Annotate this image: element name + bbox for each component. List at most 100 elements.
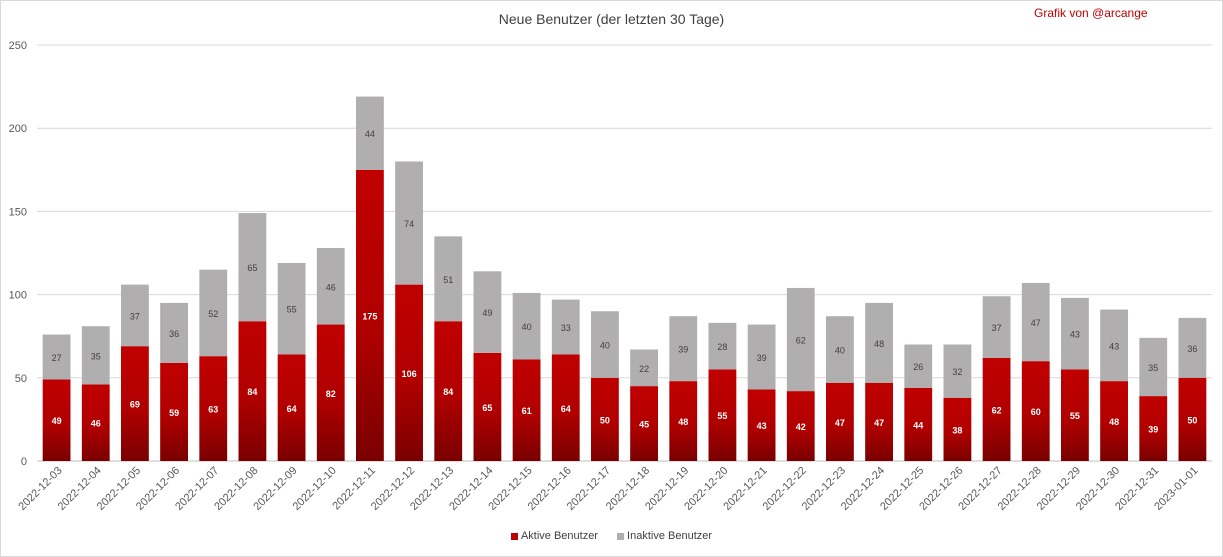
data-label-inactive: 28 [717, 342, 727, 352]
data-label-active: 61 [522, 406, 532, 416]
bar-active [42, 379, 71, 461]
bar-active [747, 389, 776, 461]
data-label-active: 175 [362, 311, 377, 321]
data-label-active: 62 [992, 405, 1002, 415]
bar-inactive [81, 326, 110, 385]
data-label-inactive: 35 [91, 351, 101, 361]
bar-active [865, 382, 893, 461]
bar-inactive [160, 302, 188, 363]
data-label-active: 50 [600, 415, 610, 425]
bar-inactive [121, 284, 149, 347]
data-label-active: 82 [326, 389, 336, 399]
bar-inactive [904, 344, 933, 388]
data-label-inactive: 47 [1031, 318, 1041, 328]
bar-inactive [747, 324, 776, 390]
legend-swatch-active [510, 532, 518, 540]
bar-inactive [826, 316, 854, 383]
y-axis: 0 50 100 150 200 250 [9, 40, 27, 468]
bar-active [630, 386, 658, 461]
data-label-active: 48 [678, 417, 688, 427]
data-label-active: 45 [639, 420, 649, 430]
y-tick-label: 150 [9, 206, 27, 218]
data-label-inactive: 49 [482, 308, 492, 318]
bar-inactive [591, 311, 619, 378]
bar-active [943, 397, 972, 461]
bar-active [473, 352, 502, 461]
data-label-active: 46 [91, 419, 101, 429]
data-label-inactive: 44 [365, 129, 375, 139]
y-tick-label: 0 [21, 456, 27, 468]
bar-inactive [669, 316, 698, 382]
bar-inactive [395, 161, 423, 285]
data-label-inactive: 46 [326, 282, 336, 292]
data-label-inactive: 65 [247, 263, 257, 273]
data-label-inactive: 35 [1148, 363, 1158, 373]
data-label-inactive: 39 [757, 353, 767, 363]
bar-active [121, 346, 149, 461]
bar-active [277, 354, 306, 461]
data-label-active: 48 [1109, 417, 1119, 427]
legend: Aktive Benutzer Inaktive Benutzer [0, 530, 1223, 542]
data-label-active: 65 [482, 403, 492, 413]
data-label-active: 84 [443, 387, 453, 397]
bar-active [316, 324, 345, 461]
credit-label: Grafik von @arcange [1034, 6, 1148, 20]
y-tick-label: 100 [9, 290, 27, 302]
data-label-inactive: 52 [208, 309, 218, 319]
data-label-inactive: 74 [404, 219, 414, 229]
data-label-active: 43 [757, 421, 767, 431]
bar-inactive [1139, 337, 1168, 397]
y-tick-label: 50 [15, 373, 27, 385]
bars: 49 27 46 35 69 37 59 36 63 52 84 65 64 55 82 46 175 44 106… [42, 96, 1207, 462]
bar-active [434, 321, 463, 461]
data-label-inactive: 22 [639, 364, 649, 374]
data-label-active: 60 [1031, 407, 1041, 417]
data-label-inactive: 33 [561, 323, 571, 333]
bar-active [826, 382, 854, 461]
bar-active [669, 381, 698, 461]
bar-active [238, 321, 267, 461]
bar-active [1139, 396, 1168, 461]
bar-inactive [551, 299, 580, 355]
bar-inactive [356, 96, 384, 170]
data-label-active: 42 [796, 422, 806, 432]
legend-swatch-inactive [617, 532, 625, 540]
bar-inactive [708, 322, 737, 370]
y-tick-label: 200 [9, 123, 27, 135]
bar-active [551, 354, 580, 461]
legend-item-active: Aktive Benutzer [510, 530, 598, 542]
data-label-active: 39 [1148, 425, 1158, 435]
data-label-inactive: 51 [443, 275, 453, 285]
data-label-inactive: 37 [130, 311, 140, 321]
bar-active [982, 357, 1011, 461]
bar-active [1061, 369, 1089, 461]
data-label-active: 47 [835, 418, 845, 428]
bar-active [160, 362, 188, 461]
data-label-inactive: 27 [52, 353, 62, 363]
bar-inactive [434, 236, 463, 322]
bar-active [904, 387, 933, 461]
data-label-active: 106 [402, 369, 417, 379]
data-label-inactive: 37 [992, 323, 1002, 333]
data-label-active: 44 [913, 420, 923, 430]
bar-inactive [630, 349, 658, 387]
data-label-active: 59 [169, 408, 179, 418]
bar-inactive [865, 302, 893, 383]
data-label-inactive: 39 [678, 345, 688, 355]
data-label-active: 64 [561, 404, 571, 414]
bar-active [786, 391, 815, 461]
bar-inactive [199, 269, 228, 357]
data-label-inactive: 55 [287, 305, 297, 315]
bar-inactive [1100, 309, 1128, 382]
bar-inactive [473, 271, 502, 353]
legend-label-active: Aktive Benutzer [520, 530, 598, 542]
data-label-inactive: 62 [796, 336, 806, 346]
bar-active [1178, 377, 1207, 461]
bar-active [1100, 381, 1128, 461]
data-label-active: 55 [1070, 411, 1080, 421]
data-label-inactive: 32 [952, 367, 962, 377]
data-label-inactive: 43 [1109, 341, 1119, 351]
data-label-inactive: 40 [522, 322, 532, 332]
bar-inactive [786, 287, 815, 392]
